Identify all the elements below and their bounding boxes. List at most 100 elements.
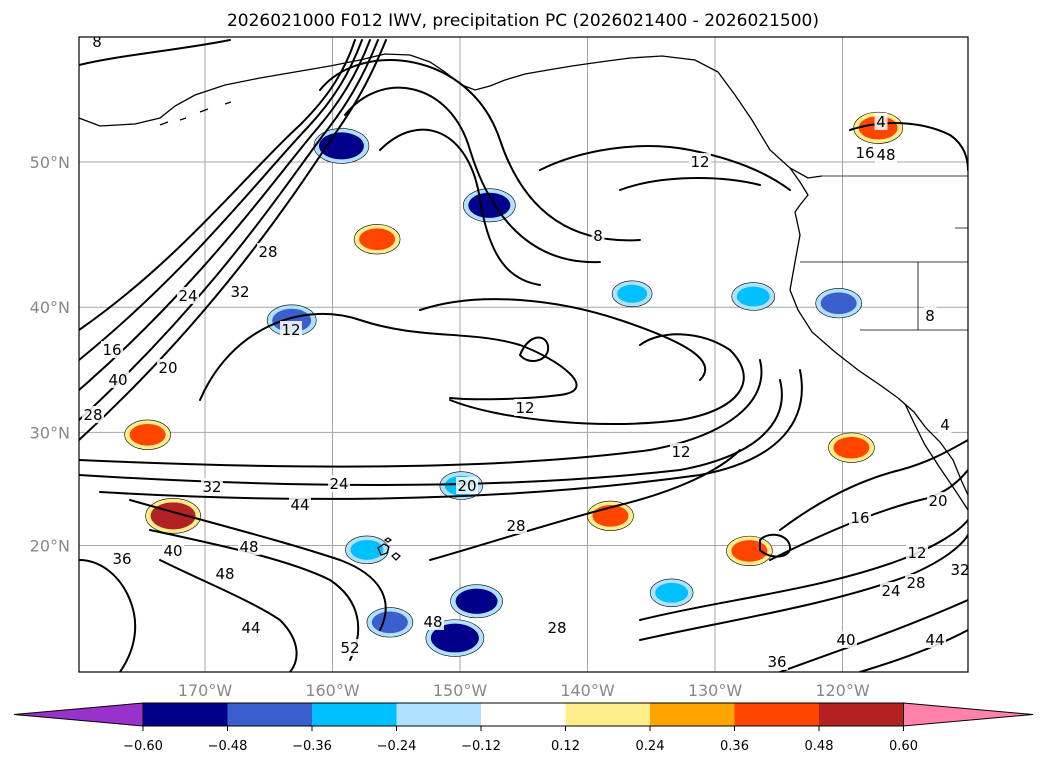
contour-label: 24 [881, 582, 900, 600]
bc-coast [789, 167, 809, 213]
contour-label: 12 [907, 544, 926, 562]
contour-jet-1 [79, 39, 356, 331]
contour-jet-5 [79, 39, 387, 441]
contour-label: 44 [290, 496, 309, 514]
contour-label-bg [875, 146, 897, 163]
colorbar-segment [481, 703, 566, 726]
x-tick-label: 170°W [178, 681, 233, 700]
contour-label-bg [280, 321, 302, 338]
contour-label-bg [456, 477, 478, 494]
x-tick-label: 160°W [305, 681, 360, 700]
contour-label-bg [111, 550, 133, 567]
contour-jet-4 [79, 39, 379, 421]
contour-label-bg [949, 561, 968, 578]
contour-label-bg [238, 538, 260, 555]
colorbar-tick-label: −0.48 [208, 739, 248, 754]
contour-sub-a [449, 333, 745, 425]
contour-label-bg [257, 243, 279, 260]
contour-cell-a [519, 336, 550, 362]
contour-label: 28 [906, 574, 925, 592]
contour-label-bg [670, 443, 692, 460]
colorbar-tick-label: 0.12 [551, 739, 580, 754]
contour-bc-8 [539, 145, 791, 191]
colorbar-segment [650, 703, 735, 726]
contour-nw-8 [79, 39, 231, 66]
contour-east-44 [859, 629, 968, 672]
colorbar: −0.60 −0.48 −0.36 −0.24 −0.12 0.12 0.24 0.36 0.4… [13, 702, 1034, 754]
contour-label: 24 [329, 475, 348, 493]
contour-label-bg [201, 478, 223, 495]
contour-label-bg [101, 341, 123, 358]
precip-blob [731, 540, 768, 562]
contour-label: 4 [876, 113, 886, 131]
contour-jet-3 [79, 39, 371, 391]
contour-label: 32 [230, 283, 249, 301]
precip-blob [371, 611, 408, 634]
contour-label: 20 [928, 492, 947, 510]
precip-fields [124, 111, 904, 657]
contour-south-2 [149, 529, 360, 661]
precip-blob [655, 582, 689, 603]
contour-east-28 [639, 534, 968, 641]
contour-label: 8 [92, 33, 102, 51]
contour-label-bg [874, 113, 888, 130]
y-tick-label: 30°N [30, 423, 70, 442]
contour-jet-2 [79, 39, 363, 361]
contour-36 [79, 559, 137, 672]
precip-blob [820, 292, 857, 315]
x-tick-label: 150°W [433, 681, 488, 700]
contour-label-bg [505, 517, 527, 534]
contour-east-24 [639, 519, 968, 621]
contour-label-bg [938, 416, 952, 433]
colorbar-segment [396, 703, 482, 726]
chart-title: 2026021000 F012 IWV, precipitation PC (2… [227, 11, 819, 31]
contour-28 [429, 449, 741, 561]
contour-label-bg [689, 153, 711, 170]
border-lines [800, 175, 968, 331]
y-axis-ticks: 50°N 40°N 30°N 20°N [30, 153, 70, 556]
contour-trough-b [344, 86, 601, 264]
gridlines [79, 37, 968, 672]
contour-label: 44 [241, 619, 260, 637]
colorbar-tick-label: 0.24 [636, 739, 665, 754]
colorbar-segment [312, 703, 397, 726]
contour-label-bg [240, 619, 262, 636]
contour-label: 36 [767, 653, 786, 671]
contour-label: 20 [457, 477, 476, 495]
colorbar-tick-label: 0.36 [720, 739, 749, 754]
contour-label: 36 [112, 550, 131, 568]
contour-bc-12 [619, 177, 761, 191]
colorbar-segment [819, 703, 904, 726]
aleutian-islands [159, 101, 232, 126]
contour-label: 48 [215, 565, 234, 583]
contour-label: 28 [258, 243, 277, 261]
contour-label-bg [289, 496, 311, 513]
contour-trough-a [319, 59, 641, 242]
colorbar-tick-label: −0.24 [377, 739, 417, 754]
precip-blob [455, 588, 498, 614]
contour-label-bg [177, 287, 199, 304]
contour-trough-c [379, 128, 541, 286]
baja-coast [904, 403, 968, 511]
contour-cell-b [759, 533, 791, 558]
contour-east-40 [779, 599, 968, 672]
contour-label: 12 [690, 153, 709, 171]
colorbar-tick-label: −0.60 [123, 739, 163, 754]
contour-sub-c [79, 379, 783, 487]
contour-east-16 [779, 439, 968, 531]
contour-label-bg [906, 544, 928, 561]
contour-label: 28 [547, 619, 566, 637]
contour-label-bg [591, 227, 605, 244]
colorbar-frame [142, 702, 904, 727]
colorbar-segment [227, 703, 313, 726]
contour-label: 48 [423, 613, 442, 631]
precip-blob [129, 423, 166, 446]
contour-label: 40 [836, 631, 855, 649]
x-tick-label: 140°W [560, 681, 615, 700]
contour-label: 48 [239, 538, 258, 556]
contour-label-bg [422, 613, 444, 630]
contour-label-bg [849, 509, 871, 526]
contour-label: 8 [593, 227, 603, 245]
contour-label-bg [924, 631, 946, 648]
hawaii-islands [377, 537, 401, 561]
